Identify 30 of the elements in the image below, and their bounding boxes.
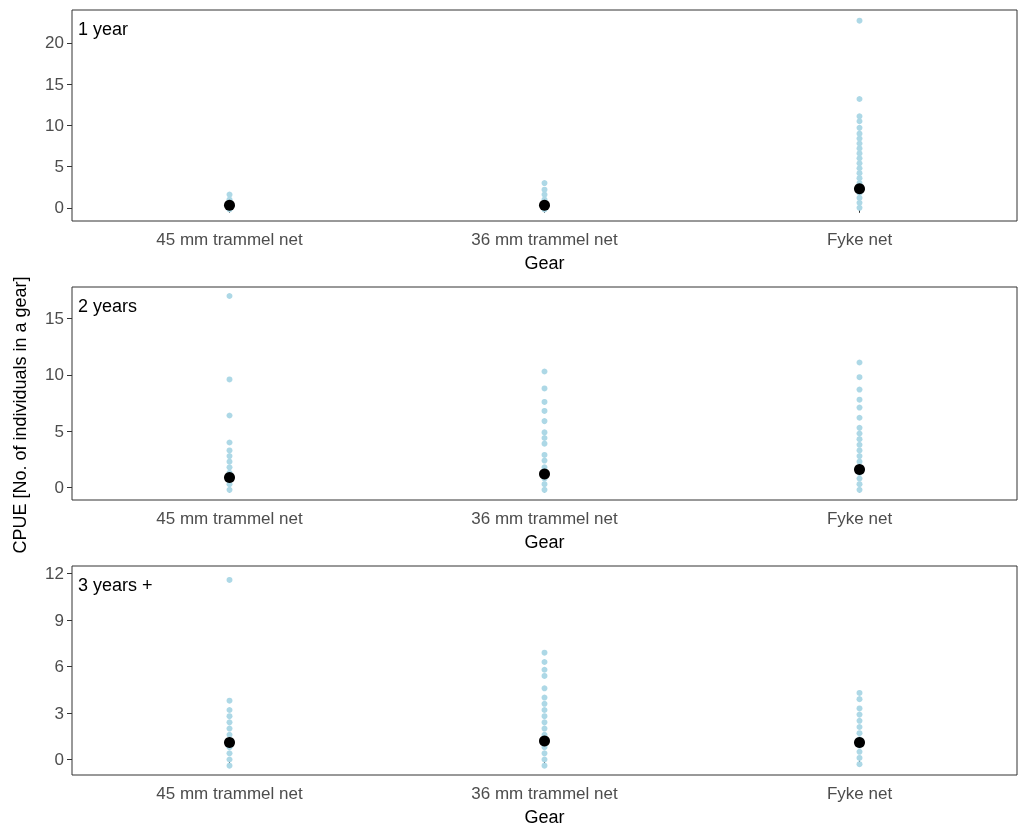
x-tick-label: Fyke net bbox=[826, 784, 893, 803]
y-tick-label: 0 bbox=[54, 478, 64, 498]
annotation: 2 years bbox=[78, 296, 138, 316]
x-tick-label: Fyke net bbox=[826, 230, 893, 249]
y-tick-label: 5 bbox=[54, 421, 64, 441]
x-axis-title: Gear bbox=[524, 807, 565, 827]
y-tick-label: 10 bbox=[45, 115, 64, 135]
x-tick-label: 45 mm trammel net bbox=[156, 230, 303, 249]
x-tick-label: Fyke net bbox=[826, 509, 893, 528]
x-axis-title: Gear bbox=[524, 253, 565, 273]
y-tick-label: 0 bbox=[54, 750, 64, 770]
y-tick-label: 15 bbox=[45, 74, 64, 94]
y-axis-title: CPUE [No. of individuals in a gear] bbox=[9, 276, 31, 554]
x-axis-title: Gear bbox=[524, 532, 565, 552]
y-tick-label: 20 bbox=[45, 33, 64, 53]
y-tick-label: 10 bbox=[45, 365, 64, 385]
x-tick-label: 36 mm trammel net bbox=[471, 784, 618, 803]
x-tick-label: 36 mm trammel net bbox=[471, 509, 618, 528]
y-tick-label: 3 bbox=[54, 703, 64, 723]
annotation: 3 years + bbox=[78, 575, 153, 595]
y-tick-label: 15 bbox=[45, 309, 64, 329]
annotation: 1 year bbox=[78, 19, 129, 39]
x-tick-label: 36 mm trammel net bbox=[471, 230, 618, 249]
x-tick-label: 45 mm trammel net bbox=[156, 784, 303, 803]
x-tick-label: 45 mm trammel net bbox=[156, 509, 303, 528]
y-tick-label: 12 bbox=[45, 564, 64, 584]
y-tick-label: 6 bbox=[54, 657, 64, 677]
y-tick-label: 5 bbox=[54, 157, 64, 177]
y-tick-label: 0 bbox=[54, 198, 64, 218]
y-tick-label: 9 bbox=[54, 610, 64, 630]
